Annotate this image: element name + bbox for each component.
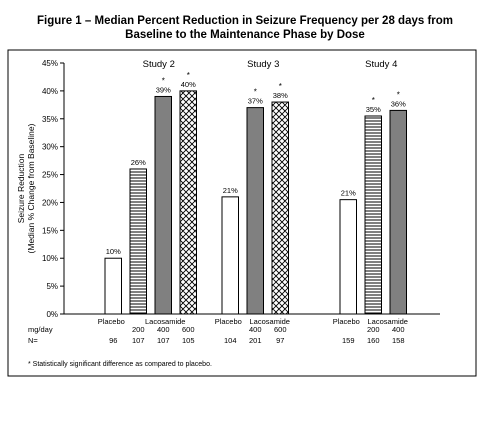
bar-value-label: 35% xyxy=(366,105,381,114)
bar-value-label: 10% xyxy=(106,247,121,256)
significance-marker: * xyxy=(372,96,375,105)
bar xyxy=(221,196,239,315)
y-tick-label: 15% xyxy=(42,226,58,235)
significance-marker: * xyxy=(254,88,257,97)
significance-marker: * xyxy=(187,71,190,80)
group-label-lacosamide: Lacosamide xyxy=(250,317,290,326)
y-tick-label: 20% xyxy=(42,198,58,207)
y-tick-label: 35% xyxy=(42,115,58,124)
n-value: 107 xyxy=(132,336,145,345)
y-tick-label: 0% xyxy=(46,310,58,319)
n-value: 201 xyxy=(249,336,262,345)
bar-value-label: 21% xyxy=(341,189,356,198)
y-tick-label: 25% xyxy=(42,171,58,180)
n-row-label: N= xyxy=(28,336,38,345)
y-tick-label: 10% xyxy=(42,254,58,263)
footnote: * Statistically significant difference a… xyxy=(28,361,212,368)
dose-value: 200 xyxy=(367,325,380,334)
group-label-placebo: Placebo xyxy=(98,317,125,326)
bar-value-label: 40% xyxy=(181,80,196,89)
dose-row-label: mg/day xyxy=(28,325,53,334)
bar xyxy=(246,107,264,315)
dose-value: 400 xyxy=(157,325,170,334)
y-tick-label: 30% xyxy=(42,143,58,152)
n-value: 107 xyxy=(157,336,170,345)
group-label-lacosamide: Lacosamide xyxy=(145,317,185,326)
y-tick-label: 5% xyxy=(46,282,58,291)
study-label: Study 3 xyxy=(247,59,279,70)
y-axis-title: Seizure Reduction xyxy=(16,154,26,224)
bar xyxy=(104,257,122,315)
n-value: 97 xyxy=(276,336,284,345)
bar xyxy=(179,90,197,315)
chart-title-line-1: Figure 1 – Median Percent Reduction in S… xyxy=(36,15,454,27)
bar xyxy=(364,115,382,315)
n-value: 105 xyxy=(182,336,195,345)
dose-value: 400 xyxy=(392,325,405,334)
group-label-placebo: Placebo xyxy=(215,317,242,326)
bar xyxy=(389,109,407,315)
chart-title-line-2: Baseline to the Maintenance Phase by Dos… xyxy=(125,29,365,41)
y-axis-title-line-2: (Median % Change from Baseline) xyxy=(26,123,36,253)
bar xyxy=(154,95,172,315)
y-tick-label: 40% xyxy=(42,87,58,96)
bar-value-label: 26% xyxy=(131,158,146,167)
dose-value: 600 xyxy=(182,325,195,334)
bar-value-label: 37% xyxy=(248,97,263,106)
bar-value-label: 39% xyxy=(156,85,171,94)
dose-value: 200 xyxy=(132,325,145,334)
bar xyxy=(339,199,357,315)
significance-marker: * xyxy=(397,90,400,99)
significance-marker: * xyxy=(279,82,282,91)
study-label: Study 2 xyxy=(143,59,175,70)
bar-value-label: 38% xyxy=(273,91,288,100)
n-value: 159 xyxy=(342,336,355,345)
significance-marker: * xyxy=(162,76,165,85)
chart-frame xyxy=(7,49,477,377)
group-label-placebo: Placebo xyxy=(333,317,360,326)
n-value: 158 xyxy=(392,336,405,345)
n-value: 104 xyxy=(224,336,237,345)
bar xyxy=(129,168,147,315)
bar-value-label: 36% xyxy=(391,99,406,108)
dose-value: 600 xyxy=(274,325,287,334)
study-label: Study 4 xyxy=(365,59,397,70)
dose-value: 400 xyxy=(249,325,262,334)
n-value: 96 xyxy=(109,336,117,345)
bar xyxy=(271,101,289,315)
group-label-lacosamide: Lacosamide xyxy=(368,317,408,326)
y-tick-label: 45% xyxy=(42,59,58,68)
bar-value-label: 21% xyxy=(223,186,238,195)
n-value: 160 xyxy=(367,336,380,345)
